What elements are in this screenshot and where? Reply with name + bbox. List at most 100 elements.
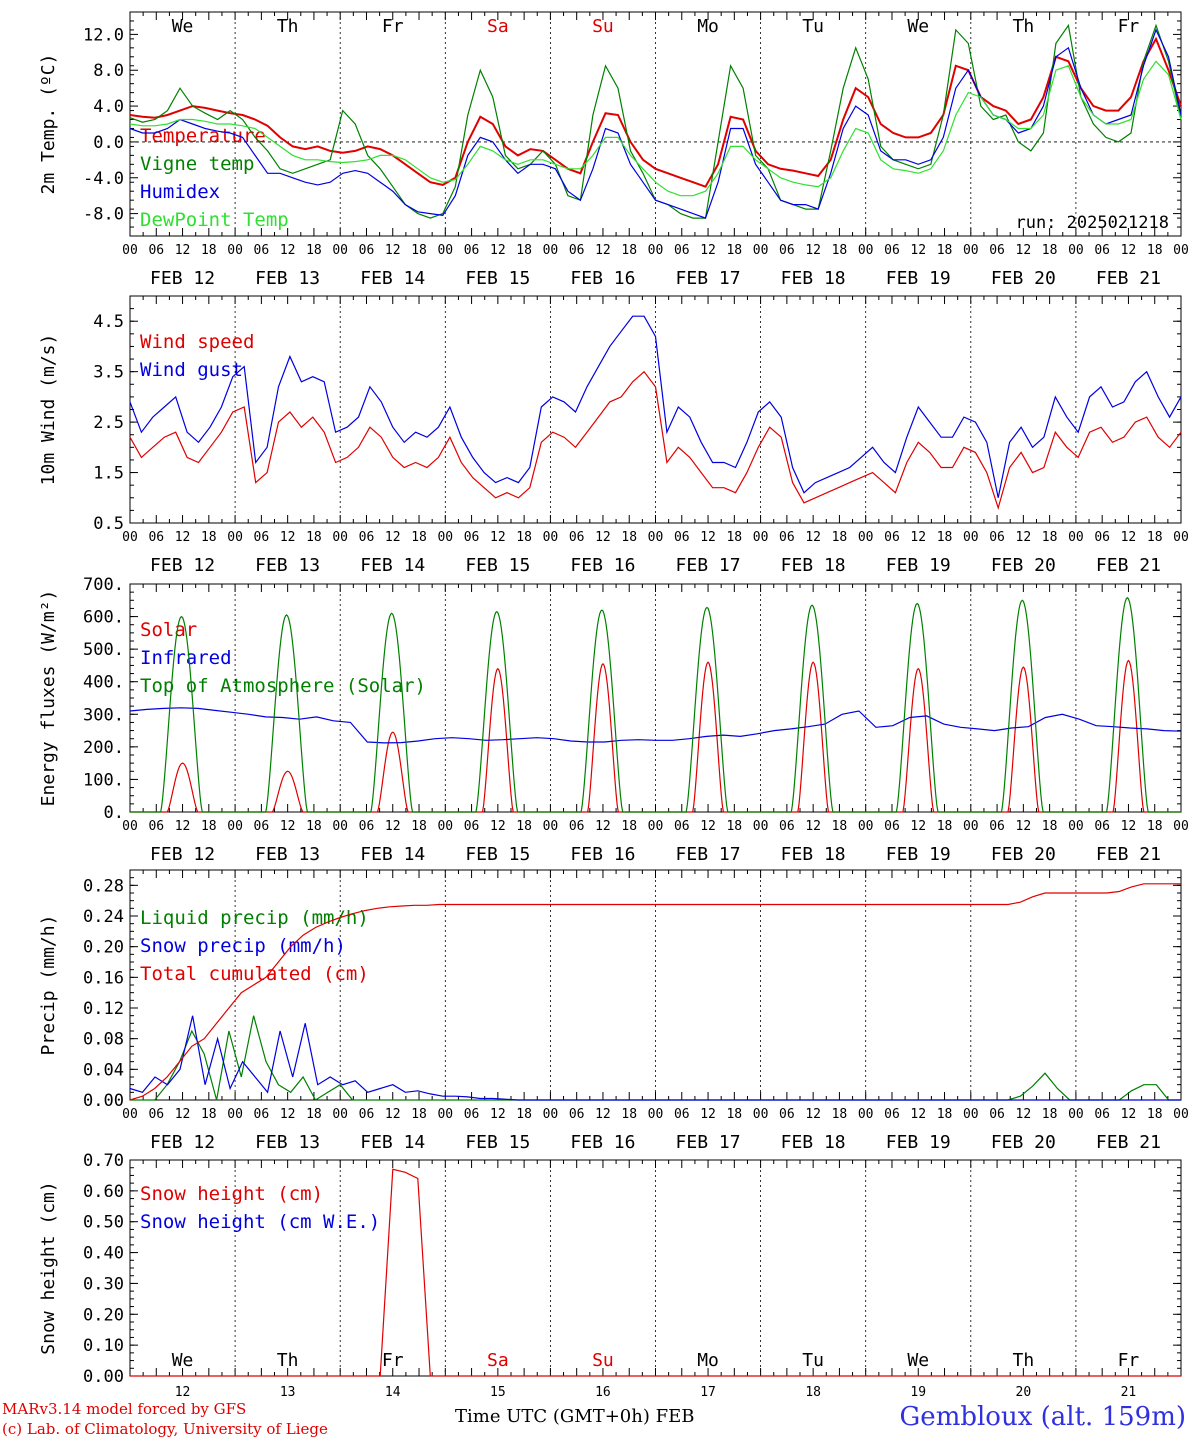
hour-tick-label: 12 [1121,819,1137,834]
y-tick-label: 1.5 [93,464,124,484]
legend-entry: DewPoint Temp [140,209,289,231]
day-name: Su [592,1350,614,1371]
hour-tick-label: 18 [726,530,742,545]
hour-tick-label: 00 [332,243,348,258]
model-credit: MARv3.14 model forced by GFS [2,1400,247,1418]
date-label: FEB 12 [150,555,215,576]
time-axis-text: Time UTC (GMT+0h) [455,1406,650,1427]
hour-tick-label: 00 [227,819,243,834]
hour-tick-label: 06 [254,819,270,834]
y-axis-label: Precip (mm/h) [38,915,59,1056]
hour-tick-label: 06 [359,1107,375,1122]
date-label: FEB 18 [781,844,846,865]
day-number-label: 17 [700,1385,716,1400]
hour-tick-label: 18 [1147,819,1163,834]
date-label: FEB 18 [781,555,846,576]
legend-entry: Wind gust [140,359,243,381]
hour-tick-label: 12 [805,530,821,545]
day-name: Sa [487,1350,509,1371]
hour-tick-label: 12 [490,530,506,545]
hour-tick-label: 12 [805,819,821,834]
station-name: Gembloux (alt. 159m) [899,1402,1186,1432]
hour-tick-label: 18 [621,243,637,258]
date-label: FEB 13 [255,268,320,289]
y-tick-label: 3.5 [93,363,124,383]
hour-tick-label: 06 [148,243,164,258]
legend-entry: Snow precip (mm/h) [140,935,346,957]
hour-tick-label: 00 [227,243,243,258]
day-number-label: 21 [1121,1385,1137,1400]
legend-entry: Infrared [140,647,232,669]
date-label: FEB 17 [676,268,741,289]
y-tick-label: 0.16 [83,968,124,988]
y-tick-label: 8.0 [93,61,124,81]
hour-tick-label: 00 [437,819,453,834]
hour-tick-label: 12 [280,530,296,545]
day-name: Fr [1118,16,1140,37]
hour-tick-label: 12 [700,530,716,545]
series-line-3 [129,60,1182,197]
hour-tick-label: 00 [1173,243,1189,258]
legend-entry: Vigne temp [140,153,254,175]
hour-tick-label: 06 [779,243,795,258]
hour-tick-label: 12 [175,243,191,258]
hour-tick-label: 00 [1173,1107,1189,1122]
hour-tick-label: 12 [595,819,611,834]
hour-tick-label: 18 [937,530,953,545]
day-name: Tu [802,1350,824,1371]
hour-tick-label: 12 [595,243,611,258]
hour-tick-label: 00 [332,530,348,545]
y-tick-label: -4.0 [83,169,124,189]
hour-tick-label: 12 [490,243,506,258]
y-tick-label: 100. [83,770,124,790]
hour-tick-label: 12 [910,819,926,834]
hour-tick-label: 18 [832,243,848,258]
hour-tick-label: 12 [700,243,716,258]
hour-tick-label: 18 [832,1107,848,1122]
month-label: FEB [655,1406,695,1427]
date-label: FEB 14 [360,844,425,865]
y-tick-label: 0.50 [83,1213,124,1233]
day-name: Mo [697,16,719,37]
hour-tick-label: 12 [490,819,506,834]
legend-entry: Liquid precip (mm/h) [140,907,369,929]
hour-tick-label: 00 [1068,243,1084,258]
date-label: FEB 12 [150,268,215,289]
hour-tick-label: 00 [1173,819,1189,834]
legend-entry: Temperature [140,125,266,147]
hour-tick-label: 06 [884,530,900,545]
hour-tick-label: 18 [306,530,322,545]
hour-tick-label: 18 [726,819,742,834]
date-label: FEB 21 [1096,268,1161,289]
y-tick-label: 0.5 [93,514,124,534]
y-tick-label: 0.70 [83,1151,124,1171]
hour-tick-label: 00 [963,819,979,834]
hour-tick-label: 06 [254,243,270,258]
lab-credit: (c) Lab. of Climatology, University of L… [2,1420,328,1438]
hour-tick-label: 18 [937,1107,953,1122]
date-label: FEB 15 [465,1132,530,1153]
date-label: FEB 12 [150,1132,215,1153]
hour-tick-label: 18 [1147,1107,1163,1122]
hour-tick-label: 00 [753,243,769,258]
hour-tick-label: 06 [464,530,480,545]
hour-tick-label: 12 [910,530,926,545]
hour-tick-label: 00 [1068,1107,1084,1122]
y-tick-label: 0.12 [83,999,124,1019]
date-label: FEB 16 [570,268,635,289]
hour-tick-label: 12 [1121,243,1137,258]
legend-entry: Snow height (cm W.E.) [140,1211,380,1233]
hour-tick-label: 00 [1173,530,1189,545]
hour-tick-label: 00 [963,1107,979,1122]
hour-tick-label: 06 [674,819,690,834]
hour-tick-label: 06 [1094,530,1110,545]
hour-tick-label: 06 [1094,819,1110,834]
hour-tick-label: 12 [385,530,401,545]
hour-tick-label: 12 [805,243,821,258]
date-label: FEB 18 [781,1132,846,1153]
hour-tick-label: 00 [122,530,138,545]
hour-tick-label: 00 [963,530,979,545]
series-line-2 [129,883,1181,1101]
date-label: FEB 20 [991,844,1056,865]
